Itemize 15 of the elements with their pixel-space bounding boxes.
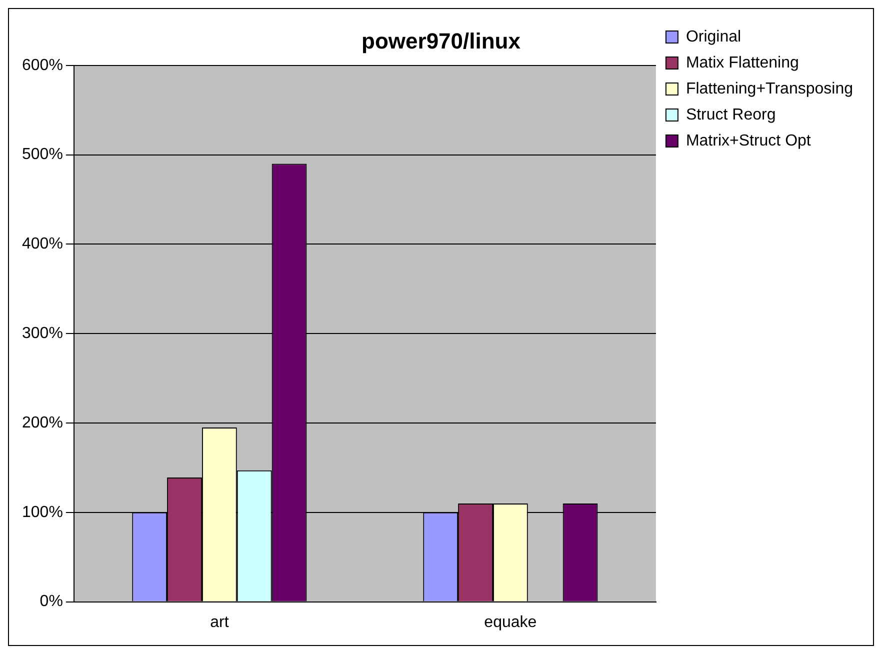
x-tick-label: art (210, 614, 230, 631)
x-tick-label: equake (484, 614, 537, 631)
legend-label: Struct Reorg (686, 106, 776, 124)
y-tick-label: 0% (40, 593, 63, 610)
y-tick-label: 300% (22, 325, 63, 342)
legend-label: Matrix+Struct Opt (686, 132, 812, 150)
y-tick-label: 100% (22, 504, 63, 521)
y-tick-label: 500% (22, 146, 63, 164)
legend-label: Original (686, 28, 742, 46)
y-tick-label: 400% (22, 236, 63, 253)
y-tick-label: 600% (22, 56, 63, 74)
legend-label: Matix Flattening (686, 54, 799, 72)
chart-title: power970/linux (362, 28, 522, 54)
y-tick-label: 200% (22, 414, 63, 432)
legend-label: Flattening+Transposing (686, 80, 853, 98)
